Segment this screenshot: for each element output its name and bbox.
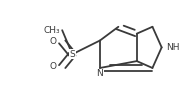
Text: N: N <box>96 69 103 78</box>
Text: CH₃: CH₃ <box>44 26 60 35</box>
Text: NH: NH <box>166 43 180 52</box>
Text: O: O <box>49 37 56 46</box>
Text: S: S <box>69 50 75 59</box>
Text: O: O <box>49 62 56 71</box>
